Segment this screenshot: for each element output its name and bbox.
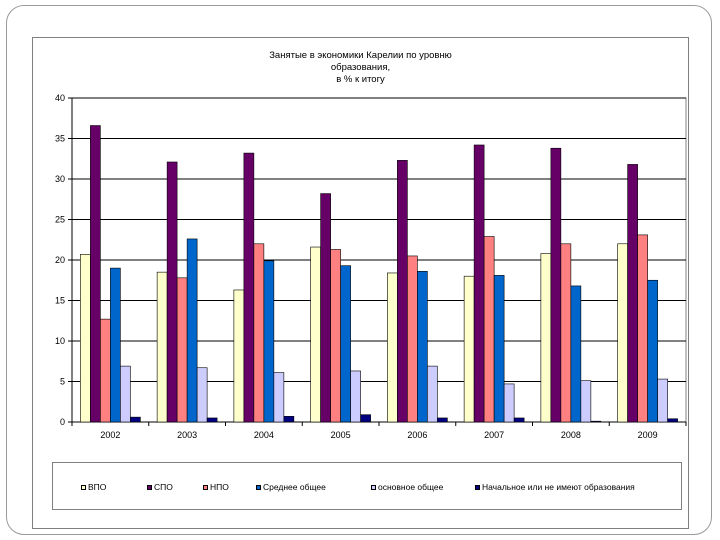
legend-label: НПО xyxy=(210,482,229,492)
bar-2007-series-2 xyxy=(473,144,485,423)
x-tick-label: 2005 xyxy=(331,430,351,440)
y-tick-label: 5 xyxy=(60,377,65,387)
legend-label: основное общее xyxy=(378,482,444,492)
bar-2003-series-1 xyxy=(156,271,168,423)
bar-2005-series-2 xyxy=(320,193,331,423)
bar-2004-series-2 xyxy=(243,152,255,423)
bar-2007-series-6 xyxy=(513,417,525,423)
legend-label: СПО xyxy=(154,482,173,492)
bar-2004-series-4 xyxy=(263,260,275,423)
bar-2007-series-1 xyxy=(463,275,475,423)
legend-swatch xyxy=(81,484,86,490)
x-tick-label: 2006 xyxy=(407,430,427,440)
chart-title-line-3: в % к итогу xyxy=(336,74,385,85)
bar-2004-series-1 xyxy=(233,289,245,423)
bar-2003-series-5 xyxy=(196,367,208,423)
bar-2009-series-1 xyxy=(617,243,628,423)
bar-2002-series-1 xyxy=(80,254,91,423)
bar-2003-series-2 xyxy=(166,161,178,423)
y-tick-label: 0 xyxy=(60,417,65,427)
bar-2003-series-6 xyxy=(206,417,218,423)
bar-2007-series-3 xyxy=(483,236,495,423)
bar-2007-series-5 xyxy=(503,383,515,423)
bar-2009-series-4 xyxy=(647,279,658,423)
x-tick-label: 2007 xyxy=(484,430,504,440)
x-tick-label: 2002 xyxy=(100,430,120,440)
legend-label: Начальное или не имеют образования xyxy=(482,482,635,492)
legend-swatch xyxy=(256,484,261,490)
bar-2004-series-6 xyxy=(283,416,295,423)
legend-label: ВПО xyxy=(88,482,107,492)
bar-2005-series-3 xyxy=(330,249,341,423)
y-tick-label: 25 xyxy=(55,215,65,225)
legend-item-2: СПО xyxy=(147,482,173,492)
bar-2008-series-6 xyxy=(590,420,602,423)
bar-2005-series-6 xyxy=(360,414,371,423)
bar-2006-series-5 xyxy=(427,365,438,423)
bar-2006-series-2 xyxy=(397,160,408,423)
chart-title-line-1: Занятые в экономики Карелии по уровню xyxy=(269,50,452,61)
legend-swatch xyxy=(475,484,480,490)
bar-2005-series-5 xyxy=(350,370,361,423)
bar-2003-series-3 xyxy=(176,277,188,423)
bar-2002-series-3 xyxy=(100,318,111,423)
y-tick-label: 35 xyxy=(55,134,65,144)
chart-legend: ВПО СПО НПО Среднее общее основное общее Нача… xyxy=(52,462,682,510)
bar-2003-series-4 xyxy=(186,238,198,423)
bar-2002-series-2 xyxy=(90,125,101,423)
legend-swatch xyxy=(147,484,152,490)
bar-2009-series-6 xyxy=(667,418,678,423)
legend-swatch xyxy=(371,484,376,490)
x-tick-label: 2008 xyxy=(561,430,581,440)
bar-2006-series-3 xyxy=(407,255,418,423)
chart-area: Занятые в экономики Карелии по уровню об… xyxy=(32,37,689,529)
y-tick-label: 10 xyxy=(55,336,65,346)
bar-2009-series-3 xyxy=(637,234,648,423)
x-tick-label: 2009 xyxy=(638,430,658,440)
y-tick-label: 30 xyxy=(55,174,65,184)
bar-2005-series-4 xyxy=(340,265,351,423)
legend-item-4: Среднее общее xyxy=(256,482,326,492)
bar-2008-series-3 xyxy=(560,243,572,423)
chart-title: Занятые в экономики Карелии по уровню об… xyxy=(33,50,688,86)
bar-2002-series-4 xyxy=(110,267,121,423)
legend-swatch xyxy=(203,484,208,490)
bar-2008-series-1 xyxy=(540,253,552,423)
legend-label: Среднее общее xyxy=(263,482,326,492)
bar-2006-series-4 xyxy=(417,271,428,423)
chart-title-line-2: образования, xyxy=(330,62,391,73)
bar-2007-series-4 xyxy=(493,275,505,423)
bar-2004-series-5 xyxy=(273,372,285,423)
legend-item-1: ВПО xyxy=(81,482,106,492)
y-tick-label: 20 xyxy=(55,255,65,265)
bar-2008-series-4 xyxy=(570,285,582,423)
bar-2002-series-6 xyxy=(130,416,141,423)
bar-2008-series-5 xyxy=(580,380,592,423)
bar-2008-series-2 xyxy=(550,147,562,423)
bar-2009-series-5 xyxy=(657,378,668,423)
y-tick-label: 40 xyxy=(55,93,65,103)
bar-2006-series-1 xyxy=(387,272,398,423)
x-tick-label: 2004 xyxy=(254,430,274,440)
bar-2004-series-3 xyxy=(253,243,265,423)
x-tick-label: 2003 xyxy=(177,430,197,440)
legend-item-6: Начальное или не имеют образования xyxy=(475,482,635,492)
y-tick-label: 15 xyxy=(55,296,65,306)
legend-item-3: НПО xyxy=(203,482,229,492)
bar-2005-series-1 xyxy=(310,246,321,423)
bar-2002-series-5 xyxy=(120,365,131,423)
bar-2006-series-6 xyxy=(437,417,448,423)
legend-item-5: основное общее xyxy=(371,482,443,492)
bar-2009-series-2 xyxy=(627,164,638,423)
